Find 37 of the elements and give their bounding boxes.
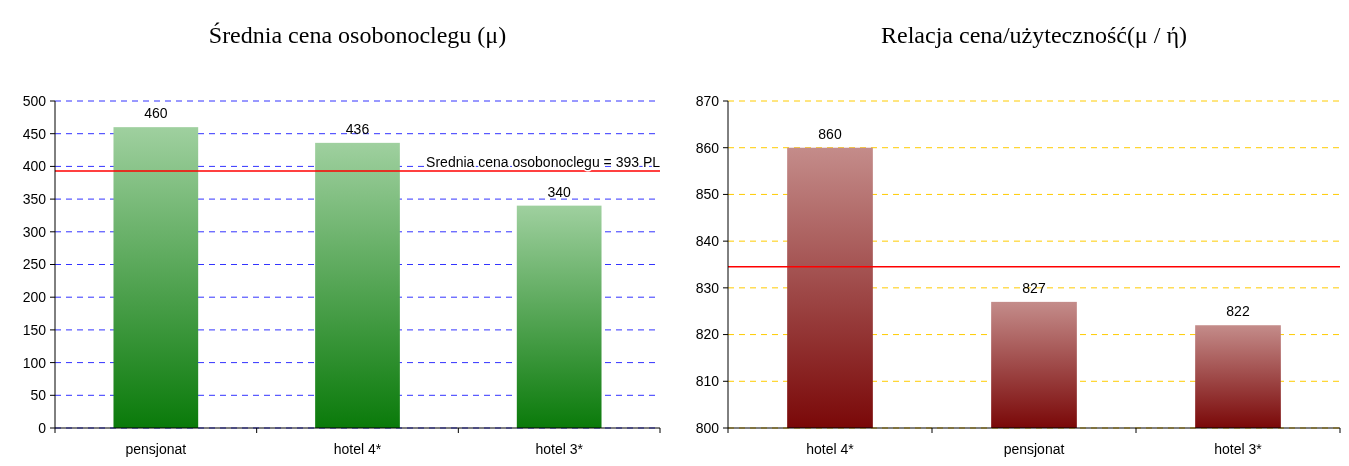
data-label: 860 [818, 125, 842, 142]
ref-line-label: Srednia cena osobonoclegu = 393 PL [426, 153, 661, 170]
y-tick-label: 0 [38, 419, 47, 436]
y-tick-label: 870 [695, 92, 720, 109]
y-tick-label: 450 [22, 125, 47, 142]
y-tick-label: 800 [695, 419, 720, 436]
chart-title: Relacja cena/użyteczność(μ / ή) [881, 22, 1187, 48]
y-tick-label: 300 [22, 223, 47, 240]
y-tick-label: 810 [695, 373, 720, 390]
bar [113, 127, 199, 428]
y-tick-label: 400 [22, 158, 47, 175]
x-tick-label: hotel 3* [535, 441, 584, 457]
bar [516, 205, 602, 428]
y-tick-label: 840 [695, 233, 720, 250]
bar [315, 142, 400, 428]
y-tick-label: 850 [695, 186, 720, 203]
data-label: 460 [144, 105, 168, 122]
y-tick-label: 200 [22, 289, 47, 306]
y-tick-label: 860 [695, 139, 720, 156]
y-tick-label: 50 [30, 387, 47, 404]
x-tick-label: pensjonat [1003, 441, 1065, 457]
y-tick-label: 820 [695, 326, 720, 343]
data-label: 436 [345, 120, 370, 137]
x-tick-label: hotel 4* [333, 441, 382, 457]
data-label: 822 [1226, 303, 1250, 320]
y-tick-label: 100 [22, 354, 47, 371]
x-tick-label: hotel 4* [806, 441, 855, 457]
y-tick-label: 350 [22, 191, 47, 207]
data-label: 340 [547, 183, 572, 200]
y-tick-label: 830 [695, 279, 720, 296]
x-tick-label: pensjonat [125, 441, 187, 457]
y-tick-label: 250 [22, 256, 47, 273]
data-label: 827 [1022, 279, 1046, 296]
y-tick-label: 500 [22, 92, 47, 109]
x-tick-label: hotel 3* [1214, 441, 1263, 457]
y-tick-label: 150 [22, 321, 47, 338]
chart-title: Średnia cena osobonoclegu (μ) [208, 22, 507, 48]
